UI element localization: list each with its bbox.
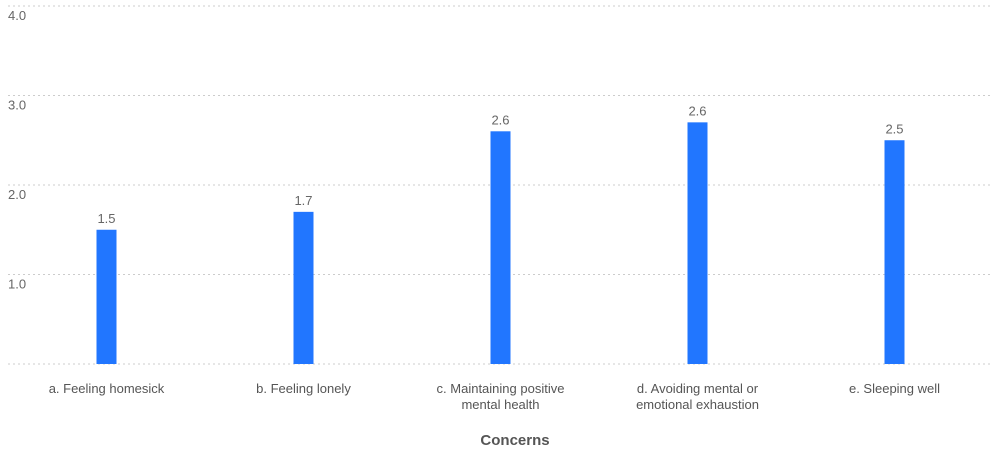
data-label: 2.6 — [688, 103, 706, 118]
data-label: 2.5 — [885, 121, 903, 136]
data-label: 2.6 — [491, 112, 509, 127]
y-tick-label: 4.0 — [8, 8, 26, 23]
labels: 1.0 2.0 3.0 4.0 1.5 a. Feeling homesick 1.7 b. … — [8, 8, 940, 412]
y-tick-label: 1.0 — [8, 277, 26, 292]
bar — [293, 211, 314, 364]
bar — [884, 140, 905, 364]
x-tick-label: b. Feeling lonely — [256, 381, 351, 396]
data-label: 1.7 — [294, 193, 312, 208]
gridlines — [8, 5, 993, 365]
bar — [687, 122, 708, 364]
x-tick-label: a. Feeling homesick — [49, 381, 165, 396]
x-tick-label: c. Maintaining positive mental health — [437, 381, 565, 412]
bar — [96, 229, 117, 364]
x-tick-label: e. Sleeping well — [849, 381, 940, 396]
y-tick-label: 2.0 — [8, 187, 26, 202]
y-tick-label: 3.0 — [8, 98, 26, 113]
data-label: 1.5 — [97, 211, 115, 226]
bars — [96, 122, 905, 364]
x-axis-title: Concerns — [480, 432, 549, 449]
bar — [490, 131, 511, 364]
x-tick-label: d. Avoiding mental or emotional exhaustio… — [636, 381, 759, 412]
